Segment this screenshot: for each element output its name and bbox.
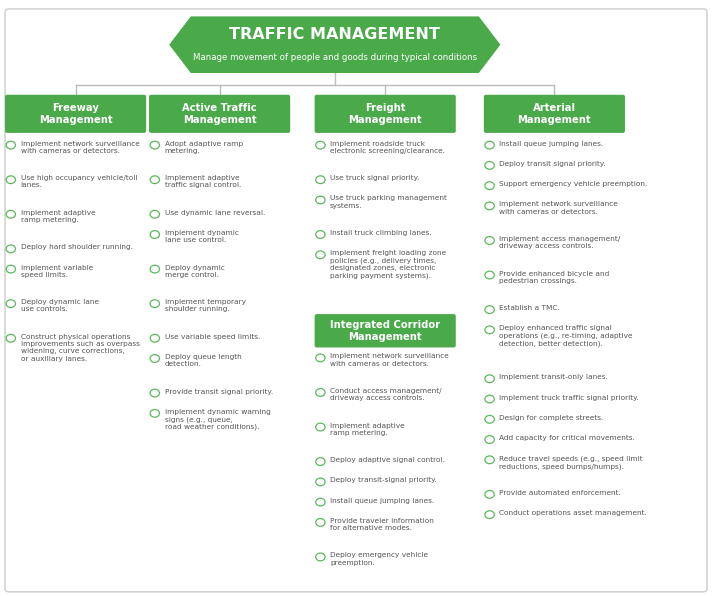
Text: Implement network surveillance
with cameras or detectors.: Implement network surveillance with came… xyxy=(20,141,139,154)
Text: Use truck parking management
systems.: Use truck parking management systems. xyxy=(330,195,447,209)
Text: Construct physical operations
improvements such as overpass
widening, curve corr: Construct physical operations improvemen… xyxy=(20,334,140,362)
Text: Implement network surveillance
with cameras or detectors.: Implement network surveillance with came… xyxy=(500,201,618,215)
Text: Deploy transit signal priority.: Deploy transit signal priority. xyxy=(500,161,606,167)
Text: Deploy adaptive signal control.: Deploy adaptive signal control. xyxy=(330,457,445,463)
Text: Deploy enhanced traffic signal
operations (e.g., re-timing, adaptive
detection, : Deploy enhanced traffic signal operation… xyxy=(500,325,633,347)
Text: Use high occupancy vehicle/toll
lanes.: Use high occupancy vehicle/toll lanes. xyxy=(20,175,137,188)
Text: Implement network surveillance
with cameras or detectors.: Implement network surveillance with came… xyxy=(330,353,449,367)
Text: Implement dynamic
lane use control.: Implement dynamic lane use control. xyxy=(165,230,238,243)
Text: Reduce travel speeds (e.g., speed limit
reductions, speed bumps/humps).: Reduce travel speeds (e.g., speed limit … xyxy=(500,455,643,470)
FancyBboxPatch shape xyxy=(149,95,290,133)
Text: Implement roadside truck
electronic screening/clearance.: Implement roadside truck electronic scre… xyxy=(330,141,445,154)
Text: Deploy emergency vehicle
preemption.: Deploy emergency vehicle preemption. xyxy=(330,552,428,566)
Text: Implement variable
speed limits.: Implement variable speed limits. xyxy=(20,265,93,278)
Text: Freight
Management: Freight Management xyxy=(348,103,422,125)
Text: Active Traffic
Management: Active Traffic Management xyxy=(182,103,257,125)
Text: Add capacity for critical movements.: Add capacity for critical movements. xyxy=(500,435,635,441)
Text: Deploy dynamic lane
use controls.: Deploy dynamic lane use controls. xyxy=(20,299,99,312)
Text: Deploy hard shoulder running.: Deploy hard shoulder running. xyxy=(20,244,132,250)
Text: Deploy dynamic
merge control.: Deploy dynamic merge control. xyxy=(165,265,224,278)
Text: Support emergency vehicle preemption.: Support emergency vehicle preemption. xyxy=(500,181,648,187)
Text: Adopt adaptive ramp
metering.: Adopt adaptive ramp metering. xyxy=(165,141,243,154)
Text: Implement adaptive
ramp metering.: Implement adaptive ramp metering. xyxy=(330,423,405,436)
FancyBboxPatch shape xyxy=(315,314,456,347)
Text: TRAFFIC MANAGEMENT: TRAFFIC MANAGEMENT xyxy=(230,27,440,42)
Polygon shape xyxy=(169,16,500,73)
Text: Implement temporary
shoulder running.: Implement temporary shoulder running. xyxy=(165,299,246,312)
FancyBboxPatch shape xyxy=(5,95,146,133)
FancyBboxPatch shape xyxy=(484,95,625,133)
Text: Provide enhanced bicycle and
pedestrian crossings.: Provide enhanced bicycle and pedestrian … xyxy=(500,271,610,284)
Text: Conduct access management/
driveway access controls.: Conduct access management/ driveway acce… xyxy=(330,388,442,401)
Text: Integrated Corridor
Management: Integrated Corridor Management xyxy=(330,319,440,342)
Text: Provide traveler information
for alternative modes.: Provide traveler information for alterna… xyxy=(330,518,434,531)
Text: Implement freight loading zone
policies (e.g., delivery times,
designated zones,: Implement freight loading zone policies … xyxy=(330,250,446,279)
Text: Implement adaptive
ramp metering.: Implement adaptive ramp metering. xyxy=(20,210,95,223)
Text: Use dynamic lane reversal.: Use dynamic lane reversal. xyxy=(165,210,265,216)
Text: Deploy transit-signal priority.: Deploy transit-signal priority. xyxy=(330,477,437,483)
Text: Use truck signal priority.: Use truck signal priority. xyxy=(330,175,420,181)
Text: Design for complete streets.: Design for complete streets. xyxy=(500,415,603,421)
Text: Conduct operations asset management.: Conduct operations asset management. xyxy=(500,510,647,516)
Text: Install queue jumping lanes.: Install queue jumping lanes. xyxy=(500,141,603,147)
Text: Establish a TMC.: Establish a TMC. xyxy=(500,305,560,311)
Text: Implement adaptive
traffic signal control.: Implement adaptive traffic signal contro… xyxy=(165,175,241,188)
FancyBboxPatch shape xyxy=(315,95,456,133)
Text: Install queue jumping lanes.: Install queue jumping lanes. xyxy=(330,498,434,504)
Text: Deploy queue length
detection.: Deploy queue length detection. xyxy=(165,354,241,367)
Text: Arterial
Management: Arterial Management xyxy=(518,103,591,125)
Text: Implement dynamic warning
signs (e.g., queue,
road weather conditions).: Implement dynamic warning signs (e.g., q… xyxy=(165,409,270,430)
Text: Provide transit signal priority.: Provide transit signal priority. xyxy=(165,389,273,395)
Text: Implement transit-only lanes.: Implement transit-only lanes. xyxy=(500,374,608,380)
Text: Implement truck traffic signal priority.: Implement truck traffic signal priority. xyxy=(500,395,639,401)
Text: Install truck climbing lanes.: Install truck climbing lanes. xyxy=(330,230,432,236)
Text: Manage movement of people and goods during typical conditions: Manage movement of people and goods duri… xyxy=(193,53,477,63)
Text: Implement access management/
driveway access controls.: Implement access management/ driveway ac… xyxy=(500,236,621,249)
Text: Freeway
Management: Freeway Management xyxy=(39,103,112,125)
Text: Provide automated enforcement.: Provide automated enforcement. xyxy=(500,490,621,496)
Text: Use variable speed limits.: Use variable speed limits. xyxy=(165,334,260,340)
